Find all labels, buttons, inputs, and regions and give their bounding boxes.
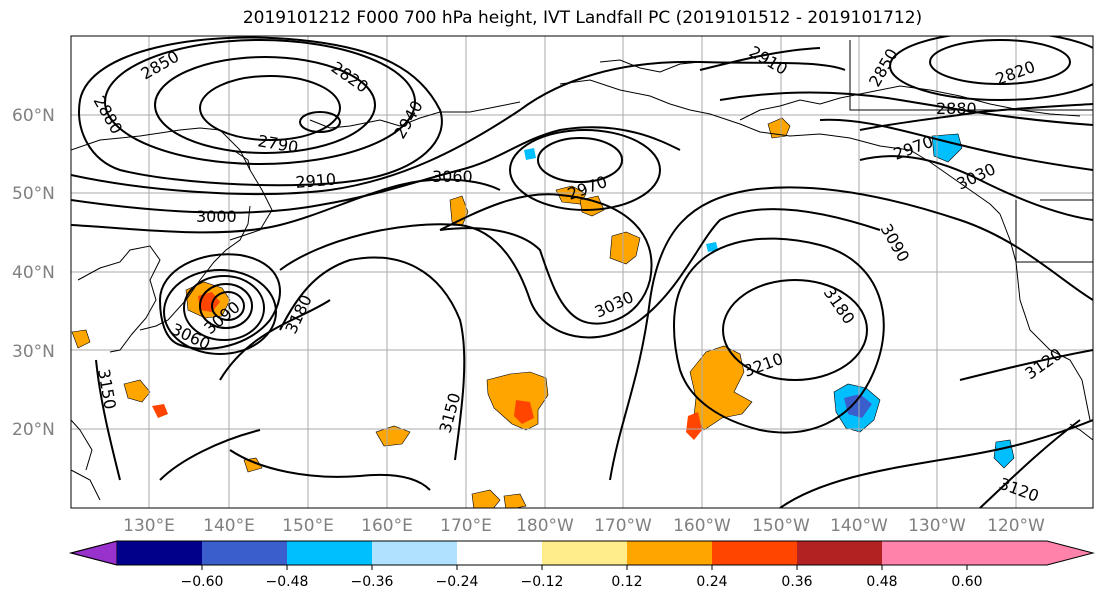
contour-label: 3060 [432, 167, 473, 186]
colorbar-segment [202, 541, 287, 565]
colorbar-tick-label: 0.36 [781, 574, 812, 590]
colorbar-tick-label: −0.12 [521, 574, 564, 590]
lat-label: 20°N [12, 420, 55, 440]
contour-label: 2910 [746, 42, 791, 79]
colorbar-tick-label: 0.12 [611, 574, 642, 590]
lon-label: 160°E [361, 516, 413, 536]
lon-label: 120°W [987, 516, 1045, 536]
lon-label: 180°W [516, 516, 574, 536]
lon-label: 150°W [752, 516, 810, 536]
map-area: 2850 2820 2880 2790 2940 2910 3060 2970 … [71, 36, 1093, 508]
colorbar-segment [542, 541, 627, 565]
colorbar-segment [627, 541, 712, 565]
contour-label: 3090 [877, 221, 914, 266]
contour-label: 2880 [936, 99, 977, 118]
longitude-labels: 130°E 140°E 150°E 160°E 170°E 180°W 170°… [123, 516, 1045, 536]
contour-label: 3180 [281, 292, 315, 337]
colorbar-tick-label: 0.48 [866, 574, 897, 590]
lon-label: 150°E [282, 516, 334, 536]
height-contours [71, 36, 1093, 508]
contour-label: 3030 [592, 287, 637, 321]
map-title: 2019101212 F000 700 hPa height, IVT Land… [242, 8, 923, 28]
lon-label: 170°E [440, 516, 492, 536]
contour-label: 2970 [891, 132, 936, 164]
contour-label: 3030 [954, 159, 999, 193]
contour-label: 3180 [820, 283, 859, 327]
colorbar-segment [712, 541, 797, 565]
colorbar: −0.60 −0.48 −0.36 −0.24 −0.12 0.12 0.24 … [69, 540, 1095, 590]
latitude-labels: 20°N 30°N 40°N 50°N 60°N [12, 106, 55, 440]
contour-label: 3000 [196, 207, 237, 226]
colorbar-tick-label: −0.60 [181, 574, 224, 590]
colorbar-tick-label: −0.24 [436, 574, 479, 590]
lat-label: 50°N [12, 184, 55, 204]
contour-label: 2850 [865, 45, 902, 90]
lon-label: 170°W [594, 516, 652, 536]
contour-label: 3120 [997, 474, 1042, 506]
colorbar-segment [117, 541, 202, 565]
colorbar-tick-label: −0.36 [351, 574, 394, 590]
colorbar-ticks [201, 565, 968, 570]
lon-label: 140°E [203, 516, 255, 536]
lon-label: 130°E [123, 516, 175, 536]
contour-label: 2940 [390, 97, 427, 142]
contour-label: 2910 [295, 170, 337, 192]
lat-label: 40°N [12, 263, 55, 283]
colorbar-extend-max [882, 541, 1093, 565]
colorbar-extend-min [69, 540, 118, 566]
contour-label: 3150 [94, 367, 120, 410]
colorbar-tick-label: 0.60 [951, 574, 982, 590]
map-frame [70, 35, 1094, 509]
lon-label: 140°W [830, 516, 888, 536]
lon-label: 160°W [673, 516, 731, 536]
colorbar-tick-label: −0.48 [266, 574, 309, 590]
lon-label: 130°W [908, 516, 966, 536]
colorbar-tick-label: 0.24 [696, 574, 727, 590]
colorbar-segment [457, 541, 542, 565]
colorbar-segment [797, 541, 882, 565]
colorbar-outline [69, 540, 1095, 566]
colorbar-segment [372, 541, 457, 565]
coastlines [71, 40, 1093, 501]
lat-label: 30°N [12, 342, 55, 362]
contour-label: 2820 [328, 58, 372, 97]
colorbar-segment [287, 541, 372, 565]
lat-label: 60°N [12, 106, 55, 126]
